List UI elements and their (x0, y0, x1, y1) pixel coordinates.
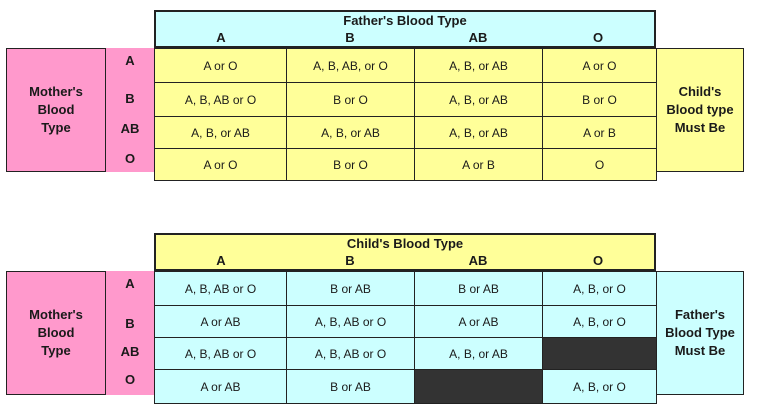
grid-cell: A or B (542, 116, 657, 149)
column-label-a: A (216, 253, 226, 268)
grid-cell: A, B, or AB (414, 82, 543, 117)
column-label-o: O (592, 30, 604, 45)
header-title: Child's Blood Type (346, 236, 464, 251)
grid-cell: A, B, AB or O (286, 337, 415, 370)
column-header: Child's Blood Type A B AB O (154, 233, 656, 271)
column-label-b: B (345, 30, 355, 45)
mother-blood-type-label: Mother's Blood Type (6, 48, 106, 172)
grid-cell: A or AB (414, 305, 543, 338)
grid-cell: A, B, AB or O (154, 82, 287, 117)
mother-label-line: Blood (37, 325, 75, 340)
mother-blood-type-label: Mother's Blood Type (6, 271, 106, 395)
column-label-ab: AB (468, 30, 488, 45)
grid-cell: A, B, or AB (154, 116, 287, 149)
column-label-a: A (216, 30, 226, 45)
grid-cell: B or O (542, 82, 657, 117)
grid-cell: B or O (286, 148, 415, 181)
row-label-ab: AB (106, 333, 154, 361)
result-grid: A or O A, B, AB, or O A, B, or AB A or O… (154, 48, 657, 181)
column-label-ab: AB (468, 253, 488, 268)
right-label-line: Blood type (666, 102, 734, 117)
grid-cell: A, B, AB or O (286, 305, 415, 338)
grid-cell: B or O (286, 82, 415, 117)
column-label-b: B (345, 253, 355, 268)
grid-cell: A, B, AB or O (154, 337, 287, 370)
grid-cell: B or AB (286, 271, 415, 306)
grid-cell: A or AB (154, 369, 287, 404)
row-label-a: A (106, 48, 154, 82)
row-label-b: B (106, 82, 154, 116)
grid-cell: A, B, or O (542, 369, 657, 404)
column-header: Father's Blood Type A B AB O (154, 10, 656, 48)
grid-cell: A or O (154, 48, 287, 83)
right-label-line: Father's (674, 307, 726, 322)
row-label-a: A (106, 271, 154, 305)
grid-cell: A or O (154, 148, 287, 181)
mother-label-line: Type (41, 343, 71, 358)
row-label-o: O (106, 144, 154, 172)
grid-cell: A or AB (154, 305, 287, 338)
blocked-cell (542, 337, 657, 370)
grid-cell: A, B, or AB (414, 337, 543, 370)
right-label-line: Must Be (674, 120, 726, 135)
grid-cell: A, B, or AB (414, 116, 543, 149)
right-label-line: Blood Type (665, 325, 735, 340)
grid-cell: B or AB (286, 369, 415, 404)
grid-cell: A or B (414, 148, 543, 181)
header-title: Father's Blood Type (343, 13, 467, 28)
grid-cell: O (542, 148, 657, 181)
row-label-b: B (106, 305, 154, 333)
row-label-o: O (106, 361, 154, 395)
result-grid: A, B, AB or O B or AB B or AB A, B, or O… (154, 271, 657, 404)
child-must-be-label: Child's Blood type Must Be (656, 48, 744, 172)
grid-cell: A, B, or O (542, 305, 657, 338)
father-must-be-label: Father's Blood Type Must Be (656, 271, 744, 395)
right-label-line: Child's (678, 84, 722, 99)
grid-cell: A, B, AB, or O (286, 48, 415, 83)
right-label-line: Must Be (674, 343, 726, 358)
grid-cell: A, B, or AB (286, 116, 415, 149)
row-label-ab: AB (106, 116, 154, 144)
grid-cell: A or O (542, 48, 657, 83)
grid-cell: A, B, AB or O (154, 271, 287, 306)
grid-cell: A, B, or O (542, 271, 657, 306)
mother-label-line: Type (41, 120, 71, 135)
mother-label-line: Mother's (29, 307, 83, 322)
column-label-o: O (592, 253, 604, 268)
grid-cell: A, B, or AB (414, 48, 543, 83)
mother-label-line: Mother's (29, 84, 83, 99)
blocked-cell (414, 369, 543, 404)
grid-cell: B or AB (414, 271, 543, 306)
mother-label-line: Blood (37, 102, 75, 117)
